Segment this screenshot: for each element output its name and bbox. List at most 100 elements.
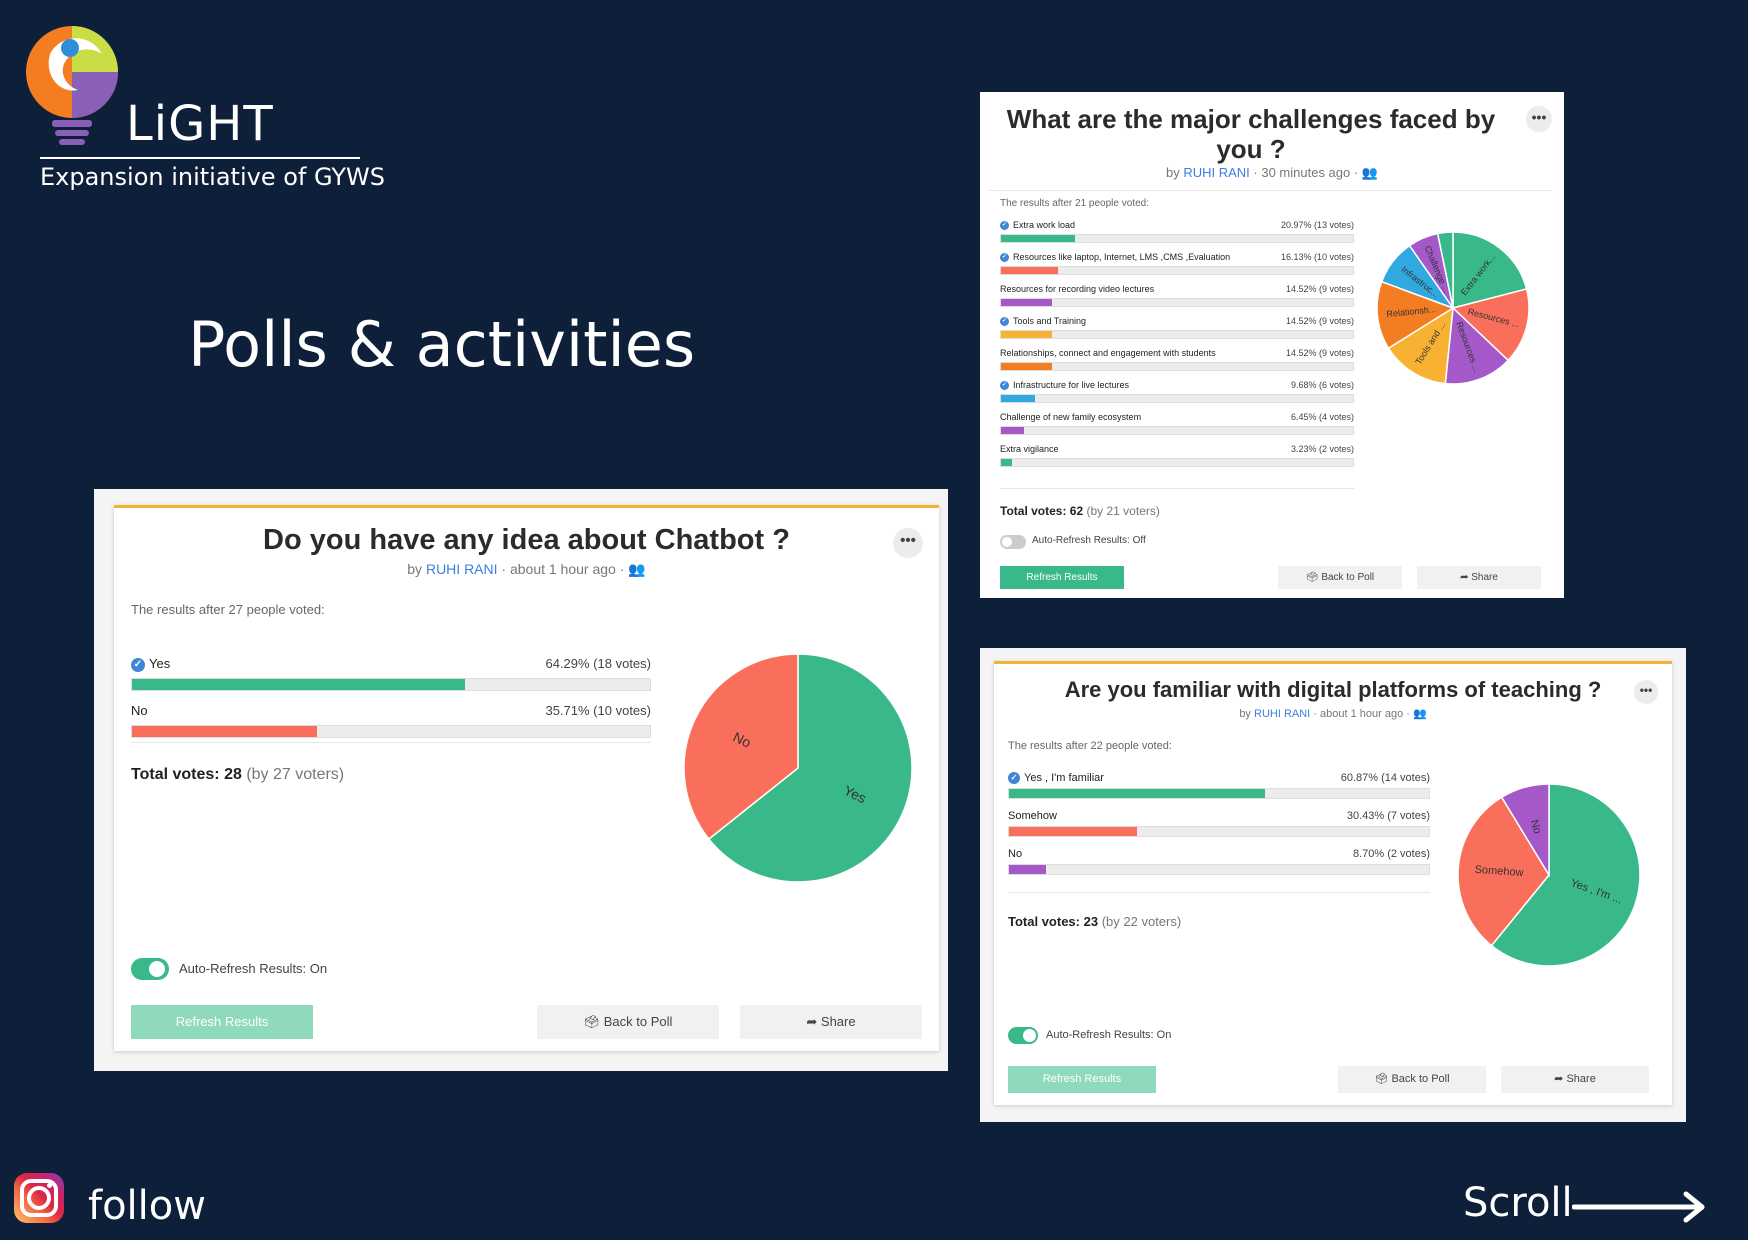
poll-option-bar [1000,234,1354,243]
poll-option-label: ✓ Yes , I'm familiar [1008,772,1104,785]
pie-slice [707,653,913,883]
poll-option-label: ✓ Tools and Training [1000,316,1087,327]
poll-option-bar [1000,298,1354,307]
back-to-poll-button[interactable]: 🗳 Back to Poll [1278,566,1402,589]
check-circle-icon: ✓ [1008,772,1020,785]
pie-slice [683,653,799,841]
poll-option-bar [1000,394,1354,403]
brand-divider [40,157,360,159]
poll-option-bar-fill [1009,789,1265,798]
share-button[interactable]: ➦ Share [1501,1066,1649,1093]
poll-option-bar-fill [1001,363,1053,370]
ballot-icon: 🗳 [1305,572,1319,583]
pie-slice [1387,306,1454,385]
poll-option-value: 9.68% (6 votes) [1290,380,1354,390]
poll-option-bar-fill [1001,331,1053,338]
results-pie-chart: Extra work...Resources ...Resources ...T… [1376,231,1530,385]
poll-option-bar-fill [1009,865,1046,874]
poll-option-bar [1008,788,1430,799]
more-options-button[interactable]: ••• [893,528,923,558]
poll-option: ✓ Tools and Training 14.52% (9 votes) [1000,316,1354,339]
poll-author-link[interactable]: RUHI RANI [425,561,498,577]
poll-option-label: Extra vigilance [1000,444,1059,454]
pie-slice-label: Somehow [1474,864,1524,879]
more-options-button[interactable]: ••• [1634,680,1658,704]
share-icon: ➦ [806,1014,818,1029]
poll-option-value: 16.13% (10 votes) [1280,252,1354,262]
poll-option-bar-fill [132,679,466,690]
instagram-icon[interactable] [14,1173,64,1223]
poll-option-label: ✓ Resources like laptop, Internet, LMS ,C… [1000,252,1231,263]
poll-option-bar-fill [1009,827,1137,836]
results-divider [1008,892,1430,893]
total-votes: Total votes: 23 (by 22 voters) [1008,914,1182,929]
poll-screenshot-digital-platforms: Are you familiar with digital platforms … [980,648,1686,1122]
pie-slice [1490,783,1641,967]
back-to-poll-button[interactable]: 🗳 Back to Poll [1338,1066,1486,1093]
follow-link[interactable]: follow [88,1183,206,1229]
header-divider [988,190,1552,191]
auto-refresh-label: Auto-Refresh Results: Off [1032,535,1146,546]
share-button[interactable]: ➦ Share [1417,566,1541,589]
poll-option-label: Somehow [1008,810,1057,822]
poll-option-value: 6.45% (4 votes) [1290,412,1354,422]
poll-option-label: ✓ Yes [131,656,170,672]
poll-option-bar [131,725,651,738]
poll-option-bar-fill [1001,235,1075,242]
poll-card: Are you familiar with digital platforms … [994,661,1672,1105]
poll-author-link[interactable]: RUHI RANI [1183,165,1250,180]
poll-option-bar [1000,426,1354,435]
poll-option-value: 14.52% (9 votes) [1285,348,1354,358]
check-circle-icon: ✓ [1000,221,1009,231]
poll-option: No 35.71% (10 votes) [131,703,651,738]
results-divider [131,742,651,743]
poll-option-label: Resources for recording video lectures [1000,284,1155,294]
poll-card: Do you have any idea about Chatbot ? •••… [114,505,939,1051]
poll-option-value: 20.97% (13 votes) [1280,220,1354,230]
poll-option-value: 8.70% (2 votes) [1352,848,1430,860]
back-to-poll-button[interactable]: 🗳 Back to Poll [537,1005,719,1039]
arrow-right-icon[interactable] [1572,1190,1712,1224]
pie-slice-label: No [731,729,754,751]
poll-option-bar-fill [1001,427,1024,434]
poll-option-value: 64.29% (18 votes) [545,656,651,671]
poll-author-link[interactable]: RUHI RANI [1254,708,1311,720]
poll-option: ✓ Yes 64.29% (18 votes) [131,656,651,691]
brand-name: LiGHT [126,96,274,152]
poll-option-label: Challenge of new family ecosystem [1000,412,1142,422]
group-icon: 👥 [628,561,646,577]
poll-option: Relationships, connect and engagement wi… [1000,348,1354,371]
ballot-icon: 🗳 [583,1014,601,1029]
more-options-button[interactable]: ••• [1526,106,1552,132]
poll-option: ✓ Resources like laptop, Internet, LMS ,C… [1000,252,1354,275]
total-votes: Total votes: 62 (by 21 voters) [1000,504,1160,518]
auto-refresh-toggle[interactable] [131,958,169,980]
refresh-results-button[interactable]: Refresh Results [1008,1066,1156,1093]
pie-slice [1500,783,1550,878]
poll-option: ✓ Infrastructure for live lectures 9.68% (… [1000,380,1354,403]
poll-screenshot-challenges: What are the major challenges faced by y… [980,92,1564,598]
group-icon: 👥 [1361,165,1378,180]
total-votes: Total votes: 28 (by 27 voters) [131,766,345,783]
auto-refresh-toggle[interactable] [1000,535,1026,549]
poll-option-bar-fill [1001,267,1058,274]
auto-refresh-label: Auto-Refresh Results: On [1046,1029,1172,1041]
auto-refresh-toggle[interactable] [1008,1027,1038,1044]
poll-option: Challenge of new family ecosystem 6.45% (… [1000,412,1354,435]
share-button[interactable]: ➦ Share [740,1005,922,1039]
refresh-results-button[interactable]: Refresh Results [131,1005,313,1039]
results-label: The results after 21 people voted: [1000,198,1149,209]
poll-option-bar-fill [1001,459,1013,466]
poll-option-bar-fill [1001,395,1036,402]
poll-question: What are the major challenges faced by y… [1006,104,1496,164]
poll-option-bar [1000,330,1354,339]
poll-option-value: 60.87% (14 votes) [1340,772,1430,784]
auto-refresh-label: Auto-Refresh Results: On [179,961,328,976]
pie-slice [1444,306,1510,385]
poll-option-value: 30.43% (7 votes) [1346,810,1430,822]
poll-question: Are you familiar with digital platforms … [1064,677,1602,702]
pie-slice [1451,288,1530,362]
refresh-results-button[interactable]: Refresh Results [1000,566,1124,589]
pie-slice [1436,231,1454,309]
